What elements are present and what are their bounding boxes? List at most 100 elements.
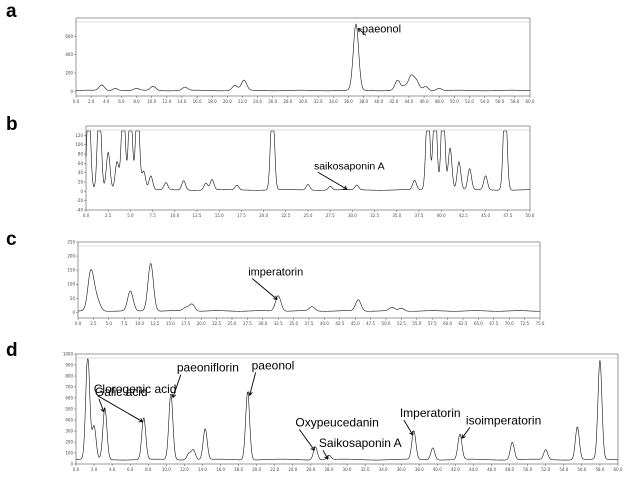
x-tick-label: 50.0	[526, 213, 535, 218]
annotation-arrow	[403, 419, 414, 436]
annotation-arrow	[322, 449, 329, 460]
x-tick-label: 50.0	[523, 467, 532, 472]
y-tick-label: 100	[75, 142, 83, 147]
x-tick-label: 34.0	[379, 467, 388, 472]
x-tick-label: 72.5	[520, 321, 529, 326]
y-tick-label: 200	[65, 440, 73, 445]
y-tick-label: 500	[65, 407, 73, 412]
annotation-label: saikosaponin A	[314, 160, 385, 172]
x-tick-label: 25.0	[304, 213, 313, 218]
annotation-label: paeonol	[252, 358, 295, 372]
x-tick-label: 40.0	[374, 99, 383, 104]
plot-frame	[77, 241, 541, 319]
x-tick-label: 60.0	[614, 467, 623, 472]
x-tick-label: 4.0	[103, 99, 110, 104]
x-tick-label: 58.0	[510, 99, 519, 104]
chromatogram-a: 0.0 2.0 4.0 6.0 8.0 10.0 12.0 14.0 16.0 18.0 20.0 2…	[60, 10, 536, 110]
arrow-head	[310, 446, 315, 451]
x-tick-label: 32.5	[274, 321, 283, 326]
arrow-head	[461, 434, 466, 439]
x-tick-label: 4.0	[109, 467, 116, 472]
y-tick-label: 50	[70, 296, 76, 301]
x-tick-label: 40.0	[433, 467, 442, 472]
x-tick-label: 46.0	[420, 99, 429, 104]
x-tick-label: 12.0	[162, 99, 171, 104]
x-tick-label: 0.0	[75, 321, 82, 326]
y-tick-label: 1000	[63, 352, 74, 357]
x-tick-label: 28.0	[324, 467, 333, 472]
x-tick-label: 20.0	[197, 321, 206, 326]
x-tick-label: 54.0	[559, 467, 568, 472]
x-tick-label: 5.0	[106, 321, 113, 326]
x-tick-label: 44.0	[404, 99, 413, 104]
x-tick-label: 37.5	[415, 213, 424, 218]
x-tick-label: 60.0	[443, 321, 452, 326]
x-tick-label: 46.0	[487, 467, 496, 472]
x-tick-label: 12.5	[151, 321, 160, 326]
x-tick-label: 52.5	[397, 321, 406, 326]
x-tick-label: 60.0	[526, 99, 535, 104]
x-tick-label: 22.0	[270, 467, 279, 472]
annotation-arrow	[357, 28, 367, 36]
y-tick-label: 200	[67, 254, 75, 259]
x-tick-label: 5.0	[127, 213, 134, 218]
x-tick-label: 32.0	[314, 99, 323, 104]
annotation-arrow	[461, 427, 471, 439]
chromatogram-trace	[85, 130, 531, 191]
x-tick-label: 62.5	[459, 321, 468, 326]
x-tick-label: 17.5	[237, 213, 246, 218]
x-tick-label: 52.0	[541, 467, 550, 472]
chromatogram-trace	[75, 23, 531, 92]
y-tick-label: 100	[65, 451, 73, 456]
arrow-head	[248, 391, 253, 396]
x-tick-label: 16.0	[193, 99, 202, 104]
x-tick-label: 22.5	[212, 321, 221, 326]
x-tick-label: 65.0	[474, 321, 483, 326]
annotation-arrow	[97, 395, 143, 423]
x-tick-label: 42.5	[335, 321, 344, 326]
annotation-arrow	[251, 278, 278, 300]
x-tick-label: 22.0	[238, 99, 247, 104]
y-tick-label: 200	[65, 71, 73, 76]
x-tick-label: 22.5	[281, 213, 290, 218]
y-tick-label: 150	[67, 268, 75, 273]
x-tick-label: 35.0	[392, 213, 401, 218]
x-tick-label: 0.0	[73, 99, 80, 104]
x-tick-label: 6.0	[127, 467, 134, 472]
x-tick-label: 30.0	[348, 213, 357, 218]
x-tick-label: 35.0	[289, 321, 298, 326]
y-tick-label: 900	[65, 363, 73, 368]
x-tick-label: 25.0	[228, 321, 237, 326]
x-tick-label: 7.5	[149, 213, 156, 218]
arrow-head	[100, 407, 105, 413]
x-tick-label: 12.5	[193, 213, 202, 218]
x-tick-label: 17.5	[181, 321, 190, 326]
annotation-label: Oxypeucedanin	[295, 415, 378, 429]
y-tick-label: -40	[76, 208, 83, 213]
x-tick-label: 24.0	[288, 467, 297, 472]
y-tick-label: 800	[65, 374, 73, 379]
x-tick-label: 45.0	[481, 213, 490, 218]
x-tick-label: 37.5	[305, 321, 314, 326]
y-tick-label: 700	[65, 385, 73, 390]
x-tick-label: 0.0	[83, 213, 90, 218]
annotation-arrow	[317, 171, 348, 190]
x-tick-label: 47.5	[503, 213, 512, 218]
x-tick-label: 54.0	[480, 99, 489, 104]
x-tick-label: 18.0	[234, 467, 243, 472]
x-tick-label: 2.0	[88, 99, 95, 104]
x-tick-label: 50.0	[382, 321, 391, 326]
chromatogram-trace	[75, 358, 619, 461]
x-tick-label: 2.0	[91, 467, 98, 472]
x-tick-label: 57.5	[428, 321, 437, 326]
x-tick-label: 20.0	[259, 213, 268, 218]
x-tick-label: 45.0	[351, 321, 360, 326]
arrow-head	[171, 393, 177, 398]
x-tick-label: 8.0	[133, 99, 140, 104]
x-tick-label: 67.5	[489, 321, 498, 326]
x-tick-label: 34.0	[329, 99, 338, 104]
panel-letter-a: a	[6, 1, 17, 22]
x-tick-label: 36.0	[344, 99, 353, 104]
x-tick-label: 12.0	[180, 467, 189, 472]
x-tick-label: 30.0	[299, 99, 308, 104]
